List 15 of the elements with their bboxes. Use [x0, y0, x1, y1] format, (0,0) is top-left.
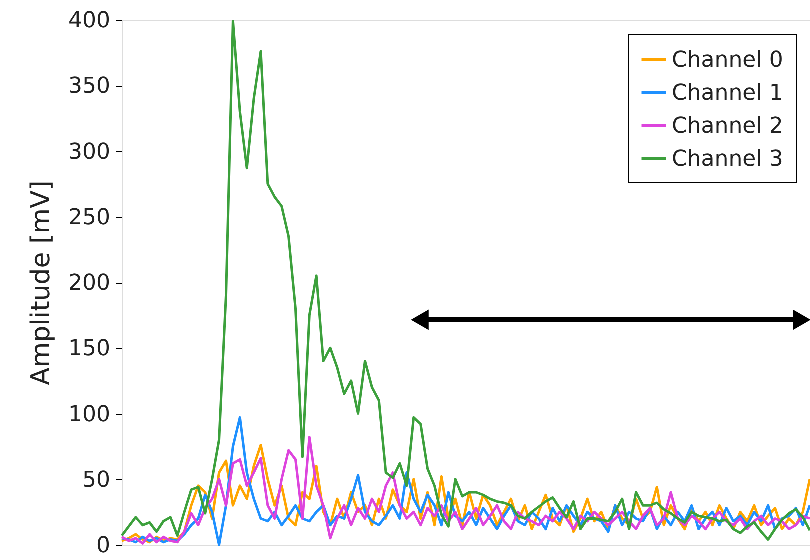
legend-label: Channel 1	[672, 81, 784, 106]
legend-label: Channel 2	[672, 114, 784, 139]
y-tick-label: 250	[68, 205, 110, 230]
y-tick-label: 50	[82, 468, 110, 493]
y-tick-label: 200	[68, 271, 110, 296]
legend-label: Channel 3	[672, 147, 784, 172]
legend-label: Channel 0	[672, 48, 784, 73]
y-tick-label: 150	[68, 336, 110, 362]
y-tick-label: 0	[96, 534, 110, 558]
line-series	[120, 20, 810, 541]
y-tick-label: 100	[68, 402, 110, 428]
y-tick-label: 400	[68, 8, 110, 34]
y-axis-title: Amplitude [mV]	[26, 180, 57, 386]
y-tick-label: 300	[68, 140, 110, 165]
y-tick-label: 350	[68, 74, 110, 100]
